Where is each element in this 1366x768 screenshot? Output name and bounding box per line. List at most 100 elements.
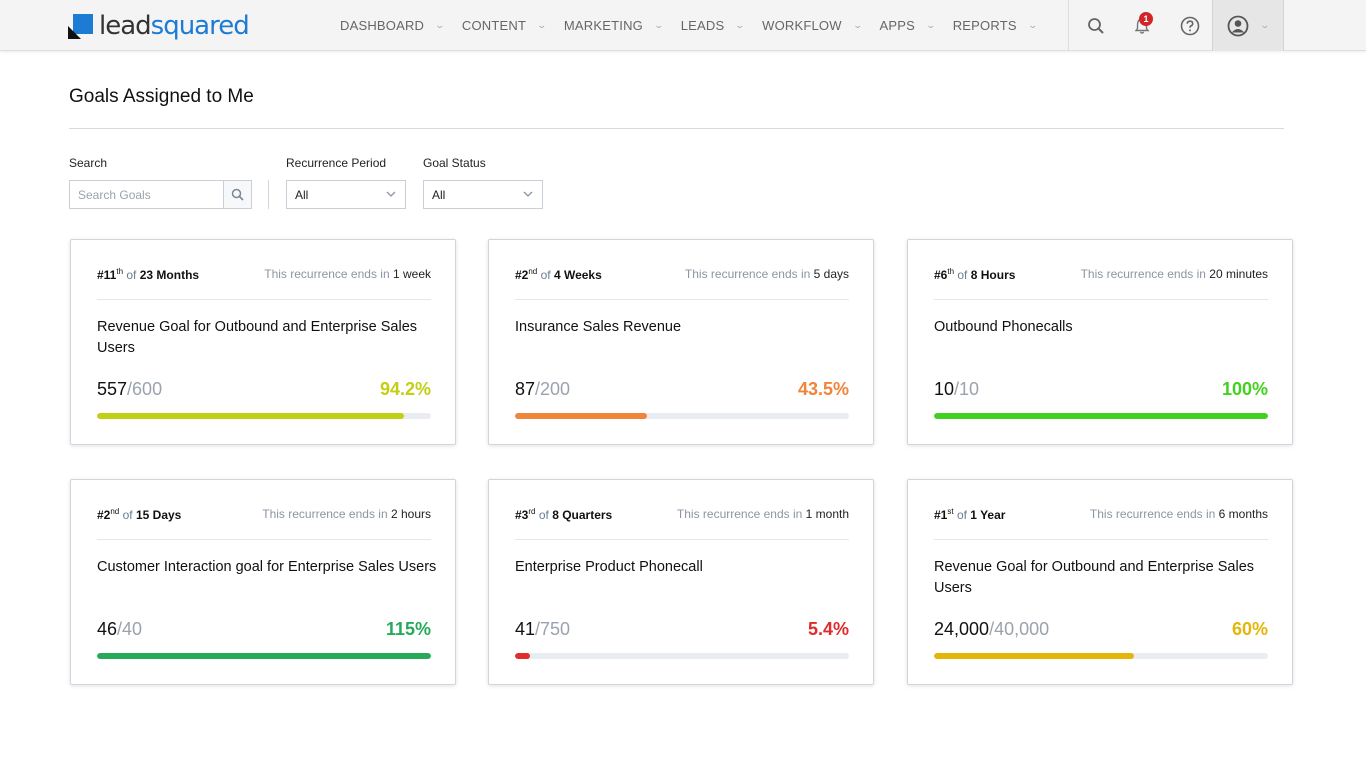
logo-text: leadsquared bbox=[99, 11, 250, 41]
goal-card-divider bbox=[934, 299, 1268, 300]
search-goals-input[interactable] bbox=[70, 181, 223, 208]
top-navigation-bar: leadsquared DASHBOARD ⌄ CONTENT ⌄ MARKETIN… bbox=[0, 0, 1366, 51]
goal-target: /750 bbox=[535, 619, 571, 639]
goal-percent: 94.2% bbox=[379, 379, 431, 399]
goal-title[interactable]: Outbound Phonecalls bbox=[934, 319, 1073, 335]
user-menu[interactable]: ⌄ bbox=[1212, 0, 1284, 51]
goal-progress-bar bbox=[515, 413, 849, 419]
nav-reports[interactable]: REPORTS ⌄ bbox=[952, 18, 1039, 33]
nav-dashboard[interactable]: DASHBOARD ⌄ bbox=[340, 18, 446, 33]
logo-mark-icon bbox=[68, 13, 93, 39]
nav-divider bbox=[1068, 0, 1069, 51]
goal-values: 41/750 bbox=[515, 619, 570, 640]
goal-rank: #6th of 8 Hours bbox=[934, 267, 1016, 282]
goal-progress-fill bbox=[934, 653, 1135, 659]
leadsquared-logo[interactable]: leadsquared bbox=[68, 11, 250, 41]
goal-card-header: #1st of 1 Year This recurrence ends in 6 … bbox=[934, 507, 1268, 522]
goal-card-header: #2nd of 15 Days This recurrence ends in 2… bbox=[97, 507, 431, 522]
goal-card[interactable]: #6th of 8 Hours This recurrence ends in 2… bbox=[907, 239, 1293, 445]
goal-card-header: #3rd of 8 Quarters This recurrence ends i… bbox=[515, 507, 849, 522]
chevron-down-icon: ⌄ bbox=[653, 20, 665, 30]
chevron-down-icon: ⌄ bbox=[536, 20, 548, 30]
goal-achieved: 24,000 bbox=[934, 619, 990, 639]
goal-achieved: 87 bbox=[515, 379, 536, 399]
goal-target: /40 bbox=[117, 619, 143, 639]
chevron-down-icon bbox=[523, 191, 533, 197]
chevron-down-icon: ⌄ bbox=[925, 20, 937, 30]
recurrence-ends: This recurrence ends in 1 month bbox=[676, 507, 849, 521]
goal-percent: 60% bbox=[1231, 619, 1268, 639]
goal-card[interactable]: #11th of 23 Months This recurrence ends i… bbox=[70, 239, 456, 445]
goal-card[interactable]: #2nd of 15 Days This recurrence ends in 2… bbox=[70, 479, 456, 685]
help-button[interactable] bbox=[1174, 0, 1206, 51]
goal-values: 87/200 bbox=[515, 379, 570, 400]
title-divider bbox=[69, 128, 1284, 129]
goal-title[interactable]: Revenue Goal for Outbound and Enterprise… bbox=[934, 559, 1255, 596]
goal-card[interactable]: #1st of 1 Year This recurrence ends in 6 … bbox=[907, 479, 1293, 685]
recurrence-ends: This recurrence ends in 6 months bbox=[1089, 507, 1268, 521]
goal-progress-bar bbox=[934, 413, 1268, 419]
goal-achieved: 46 bbox=[97, 619, 118, 639]
recurrence-period-label: Recurrence Period bbox=[286, 156, 387, 170]
main-nav: DASHBOARD ⌄ CONTENT ⌄ MARKETING ⌄ LEADS ⌄ WO… bbox=[340, 0, 1054, 51]
goal-card-divider bbox=[97, 539, 431, 540]
nav-apps[interactable]: APPS ⌄ bbox=[879, 18, 937, 33]
chevron-down-icon bbox=[386, 191, 396, 197]
goal-progress-fill bbox=[97, 653, 431, 659]
goal-title[interactable]: Revenue Goal for Outbound and Enterprise… bbox=[97, 319, 418, 356]
goal-progress-row: 41/750 5.4% bbox=[515, 619, 849, 640]
nav-workflow[interactable]: WORKFLOW ⌄ bbox=[762, 18, 864, 33]
recurrence-ends: This recurrence ends in 20 minutes bbox=[1080, 267, 1268, 281]
goal-values: 24,000/40,000 bbox=[934, 619, 1049, 640]
goal-card[interactable]: #2nd of 4 Weeks This recurrence ends in 5… bbox=[488, 239, 874, 445]
goal-values: 46/40 bbox=[97, 619, 142, 640]
goal-title[interactable]: Customer Interaction goal for Enterprise… bbox=[97, 559, 437, 575]
goal-status-select[interactable]: All bbox=[423, 180, 543, 209]
global-search-button[interactable] bbox=[1080, 0, 1112, 51]
chevron-down-icon: ⌄ bbox=[1027, 20, 1039, 30]
goal-card-header: #2nd of 4 Weeks This recurrence ends in 5… bbox=[515, 267, 849, 282]
goal-rank: #11th of 23 Months bbox=[97, 267, 200, 282]
nav-marketing[interactable]: MARKETING ⌄ bbox=[563, 18, 665, 33]
goal-title[interactable]: Insurance Sales Revenue bbox=[515, 319, 682, 335]
goal-percent: 100% bbox=[1221, 379, 1268, 399]
goal-progress-fill bbox=[934, 413, 1268, 419]
goal-card-header: #11th of 23 Months This recurrence ends i… bbox=[97, 267, 431, 282]
goal-progress-bar bbox=[934, 653, 1268, 659]
goal-progress-fill bbox=[97, 413, 405, 419]
goal-card-divider bbox=[934, 539, 1268, 540]
goal-card-header: #6th of 8 Hours This recurrence ends in 2… bbox=[934, 267, 1268, 282]
goal-title[interactable]: Enterprise Product Phonecall bbox=[515, 559, 703, 575]
goal-values: 10/10 bbox=[934, 379, 979, 400]
page-title: Goals Assigned to Me bbox=[69, 86, 254, 107]
goal-percent: 115% bbox=[385, 619, 431, 639]
nav-leads[interactable]: LEADS ⌄ bbox=[680, 18, 746, 33]
chevron-down-icon: ⌄ bbox=[852, 20, 864, 30]
goal-progress-row: 46/40 115% bbox=[97, 619, 431, 640]
goal-progress-row: 24,000/40,000 60% bbox=[934, 619, 1268, 640]
goal-progress-bar bbox=[515, 653, 849, 659]
nav-content[interactable]: CONTENT ⌄ bbox=[461, 18, 548, 33]
goal-achieved: 10 bbox=[934, 379, 955, 399]
goal-progress-fill bbox=[515, 653, 531, 659]
recurrence-period-value: All bbox=[295, 187, 309, 202]
goal-target: /600 bbox=[127, 379, 163, 399]
goal-card[interactable]: #3rd of 8 Quarters This recurrence ends i… bbox=[488, 479, 874, 685]
goal-values: 557/600 bbox=[97, 379, 162, 400]
search-goals-button[interactable] bbox=[223, 181, 251, 208]
recurrence-ends: This recurrence ends in 1 week bbox=[264, 267, 431, 281]
goal-progress-bar bbox=[97, 413, 431, 419]
goal-status-value: All bbox=[432, 187, 446, 202]
goal-progress-row: 557/600 94.2% bbox=[97, 379, 431, 400]
goal-progress-fill bbox=[515, 413, 647, 419]
filter-divider bbox=[268, 180, 269, 209]
notifications-button[interactable] bbox=[1126, 0, 1158, 51]
goal-target: /10 bbox=[954, 379, 980, 399]
search-icon bbox=[231, 188, 244, 201]
notification-badge: 1 bbox=[1139, 12, 1153, 26]
goal-rank: #2nd of 4 Weeks bbox=[515, 267, 602, 282]
goal-percent: 43.5% bbox=[797, 379, 849, 399]
goal-achieved: 557 bbox=[97, 379, 128, 399]
goal-achieved: 41 bbox=[515, 619, 536, 639]
recurrence-period-select[interactable]: All bbox=[286, 180, 406, 209]
